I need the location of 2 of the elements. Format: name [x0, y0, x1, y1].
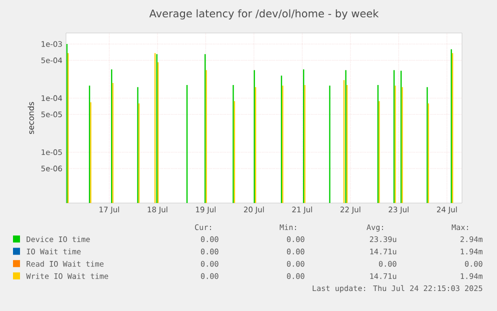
y-axis-title: seconds — [28, 102, 34, 134]
chart-title: Average latency for /dev/ol/home - by week — [149, 9, 379, 20]
